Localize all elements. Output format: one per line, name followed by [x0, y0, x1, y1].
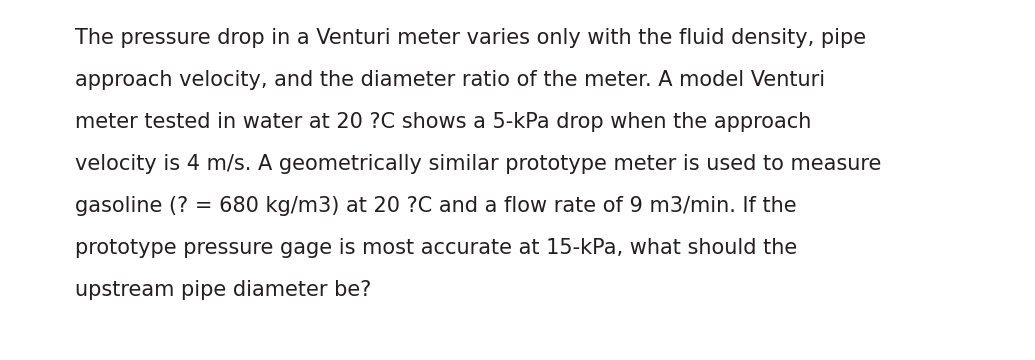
Text: The pressure drop in a Venturi meter varies only with the fluid density, pipe: The pressure drop in a Venturi meter var… [75, 28, 866, 48]
Text: gasoline (? = 680 kg/m3) at 20 ?C and a flow rate of 9 m3/min. If the: gasoline (? = 680 kg/m3) at 20 ?C and a … [75, 196, 797, 216]
Text: approach velocity, and the diameter ratio of the meter. A model Venturi: approach velocity, and the diameter rati… [75, 70, 825, 90]
Text: prototype pressure gage is most accurate at 15-kPa, what should the: prototype pressure gage is most accurate… [75, 238, 797, 258]
Text: meter tested in water at 20 ?C shows a 5-kPa drop when the approach: meter tested in water at 20 ?C shows a 5… [75, 112, 811, 132]
Text: upstream pipe diameter be?: upstream pipe diameter be? [75, 280, 372, 300]
Text: velocity is 4 m/s. A geometrically similar prototype meter is used to measure: velocity is 4 m/s. A geometrically simil… [75, 154, 882, 174]
